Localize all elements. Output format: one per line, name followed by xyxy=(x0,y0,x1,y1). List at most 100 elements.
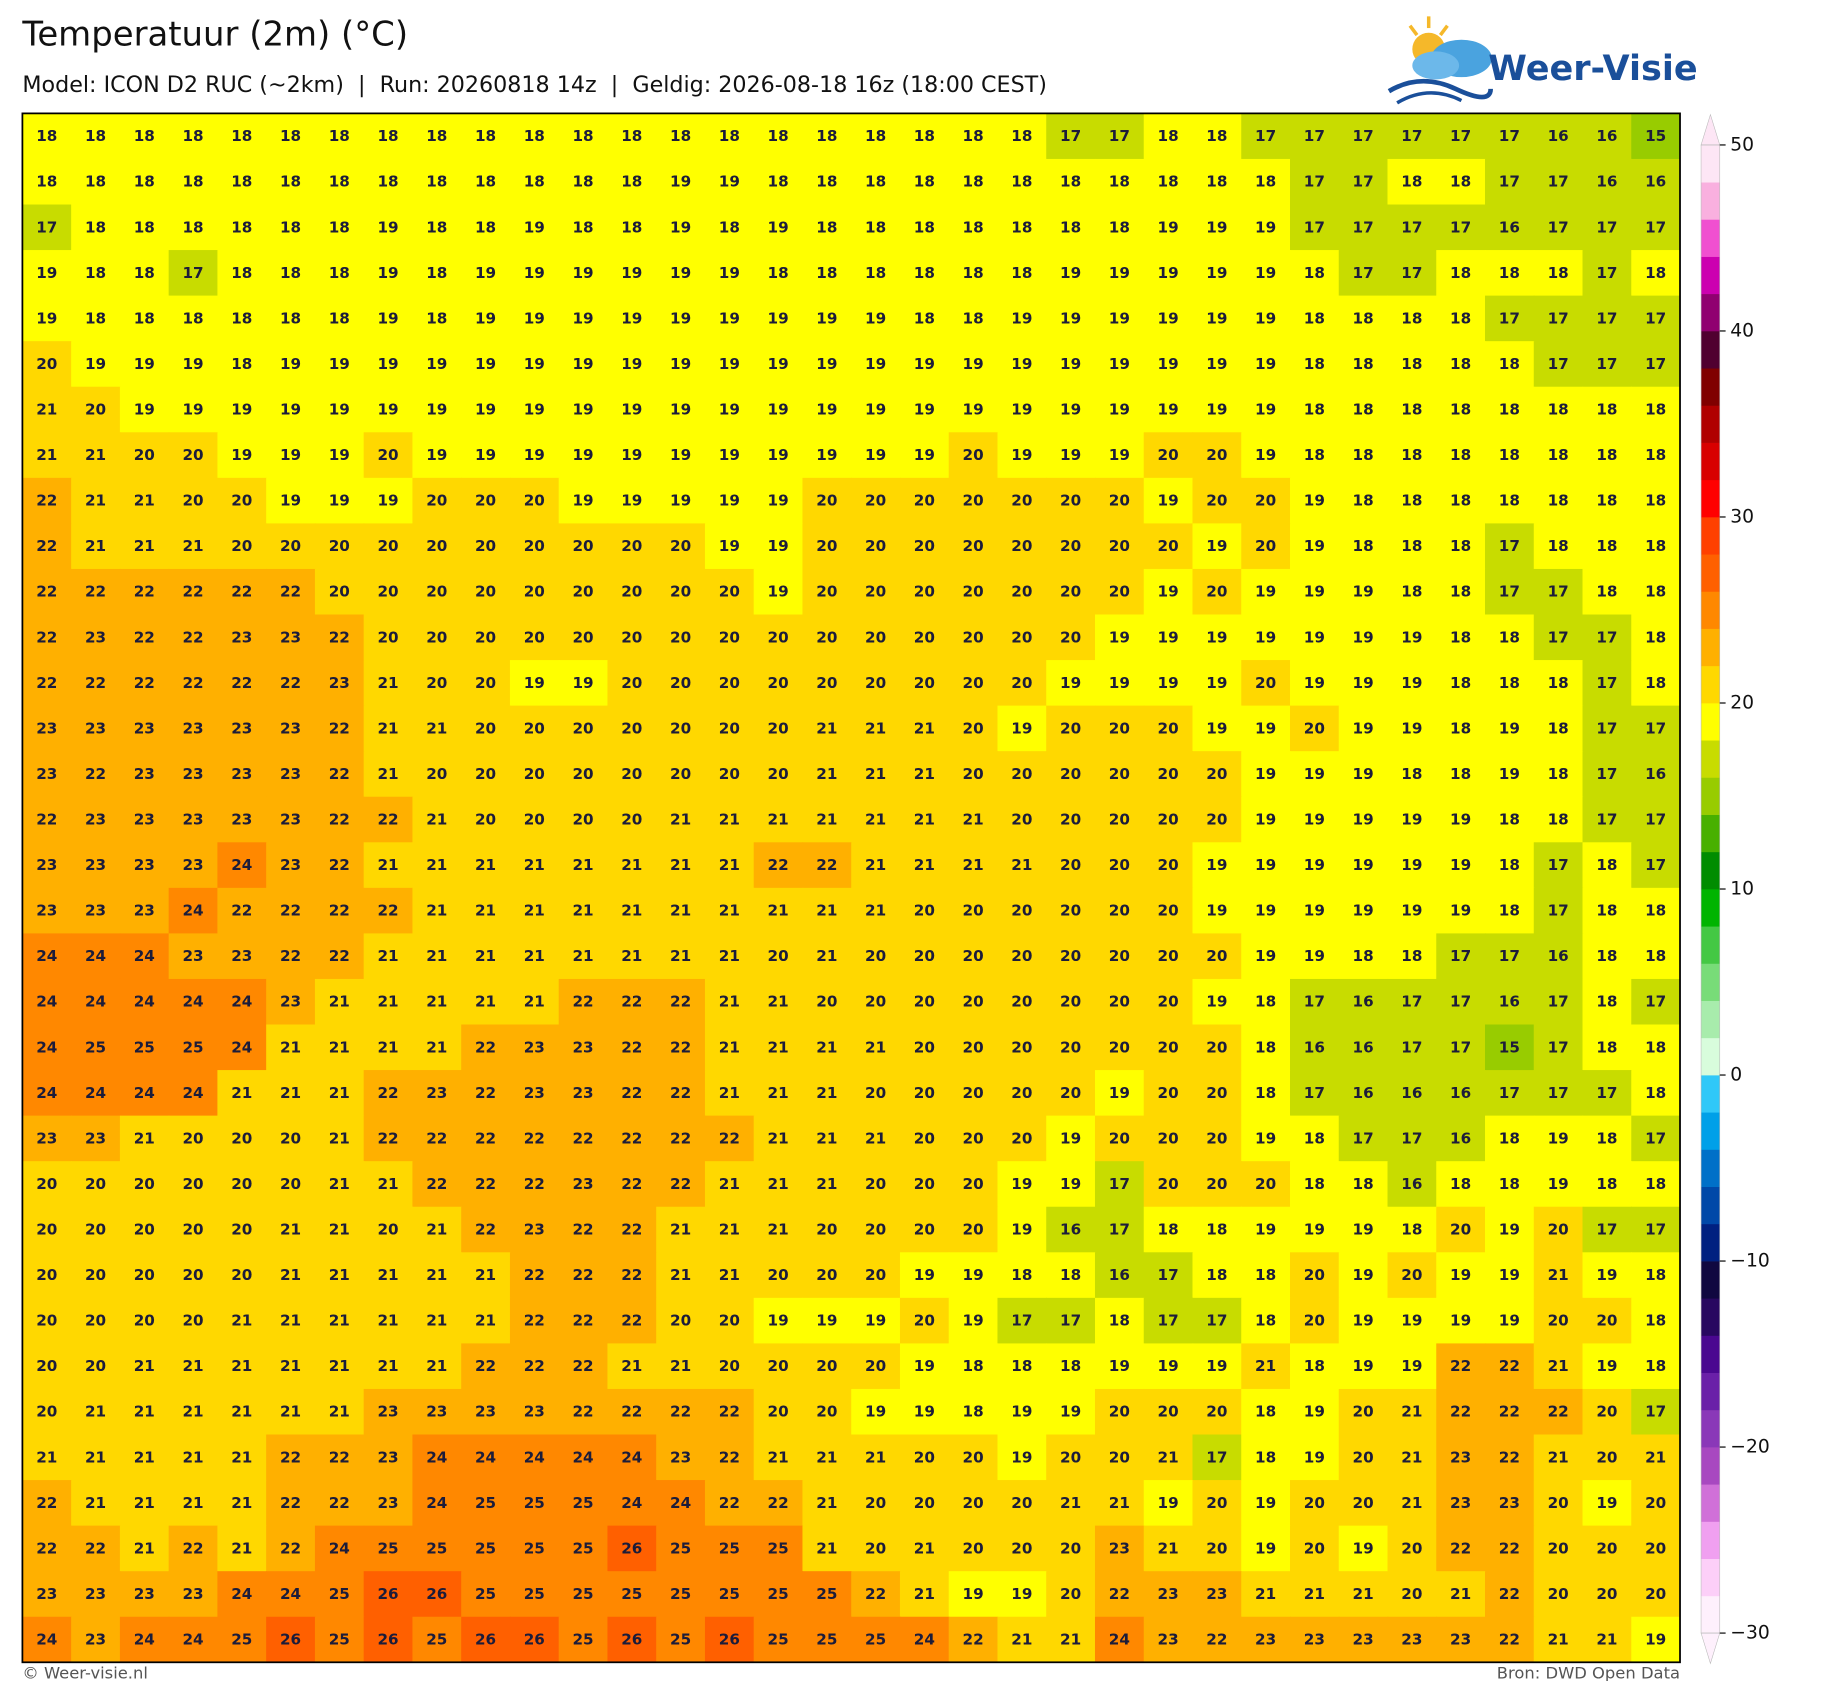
temperature-cell xyxy=(899,204,950,251)
temperature-cell xyxy=(1192,250,1242,297)
temperature-label: 18 xyxy=(1060,1266,1081,1284)
temperature-label: 20 xyxy=(182,1221,203,1239)
temperature-label: 19 xyxy=(1206,674,1227,692)
temperature-cell xyxy=(71,887,121,935)
temperature-cell xyxy=(1436,386,1486,433)
temperature-label: 19 xyxy=(621,355,642,373)
temperature-cell xyxy=(119,796,170,843)
temperature-label: 19 xyxy=(1304,811,1325,829)
colorbar-segment xyxy=(1701,256,1720,295)
temperature-cell xyxy=(363,1115,414,1162)
temperature-label: 25 xyxy=(475,1539,496,1557)
temperature-cell xyxy=(1094,1115,1145,1162)
colorbar-segment xyxy=(1701,963,1720,1001)
temperature-label: 18 xyxy=(1304,264,1325,282)
temperature-cell xyxy=(1387,386,1437,433)
temperature-label: 20 xyxy=(1011,674,1032,692)
temperature-cell xyxy=(1046,660,1096,707)
temperature-cell xyxy=(802,523,852,570)
temperature-label: 18 xyxy=(1401,1221,1422,1239)
temperature-label: 23 xyxy=(85,1129,106,1147)
temperature-cell xyxy=(753,1206,804,1253)
temperature-label: 18 xyxy=(280,309,301,327)
temperature-label: 21 xyxy=(182,1448,203,1466)
temperature-label: 19 xyxy=(524,264,545,282)
colorbar-segment xyxy=(1701,1261,1720,1299)
temperature-label: 19 xyxy=(1304,1448,1325,1466)
temperature-label: 18 xyxy=(1596,856,1617,874)
temperature-label: 19 xyxy=(768,309,789,327)
temperature-label: 18 xyxy=(1401,309,1422,327)
temperature-cell xyxy=(558,341,609,388)
temperature-cell xyxy=(704,1388,755,1436)
temperature-label: 20 xyxy=(865,583,886,601)
temperature-cell xyxy=(1582,933,1632,980)
temperature-cell xyxy=(1338,614,1389,661)
temperature-cell xyxy=(1289,568,1340,616)
temperature-label: 16 xyxy=(1499,218,1520,236)
temperature-label: 20 xyxy=(1158,1084,1179,1102)
temperature-label: 19 xyxy=(1011,1403,1032,1421)
temperature-label: 21 xyxy=(621,902,642,920)
temperature-label: 20 xyxy=(816,1357,837,1375)
temperature-label: 24 xyxy=(85,1084,106,1102)
temperature-cell xyxy=(363,933,414,980)
temperature-label: 20 xyxy=(1060,628,1081,646)
temperature-cell xyxy=(1046,1115,1096,1162)
temperature-label: 23 xyxy=(1450,1448,1471,1466)
temperature-cell xyxy=(168,1388,219,1436)
temperature-cell xyxy=(119,1434,170,1481)
temperature-cell xyxy=(1241,477,1291,525)
temperature-cell xyxy=(753,1343,804,1390)
temperature-cell xyxy=(1485,386,1535,433)
temperature-cell xyxy=(851,1343,901,1390)
temperature-cell xyxy=(1485,1070,1535,1117)
temperature-label: 19 xyxy=(1596,1266,1617,1284)
temperature-cell xyxy=(851,887,901,935)
temperature-label: 18 xyxy=(1450,355,1471,373)
temperature-label: 20 xyxy=(85,1266,106,1284)
temperature-cell xyxy=(1436,978,1486,1026)
temperature-cell xyxy=(1289,887,1340,935)
temperature-cell xyxy=(1338,1252,1389,1299)
temperature-label: 20 xyxy=(475,674,496,692)
temperature-cell xyxy=(1582,113,1632,160)
temperature-cell xyxy=(22,250,72,297)
temperature-label: 16 xyxy=(1109,1266,1130,1284)
temperature-label: 20 xyxy=(36,1312,57,1330)
temperature-label: 26 xyxy=(719,1631,740,1649)
temperature-label: 22 xyxy=(377,1084,398,1102)
temperature-label: 18 xyxy=(1548,446,1569,464)
temperature-cell xyxy=(851,705,901,752)
temperature-label: 22 xyxy=(1499,1585,1520,1603)
temperature-label: 17 xyxy=(1206,1312,1227,1330)
temperature-label: 19 xyxy=(524,309,545,327)
temperature-label: 18 xyxy=(1304,446,1325,464)
temperature-cell xyxy=(119,158,170,206)
temperature-cell xyxy=(899,978,950,1026)
temperature-label: 18 xyxy=(1206,1266,1227,1284)
temperature-cell xyxy=(948,568,999,616)
temperature-label: 17 xyxy=(1645,1221,1666,1239)
temperature-label: 21 xyxy=(1401,1448,1422,1466)
temperature-cell xyxy=(753,523,804,570)
temperature-label: 19 xyxy=(768,446,789,464)
temperature-cell xyxy=(997,250,1047,297)
temperature-cell xyxy=(1192,887,1242,935)
temperature-label: 23 xyxy=(36,1585,57,1603)
temperature-label: 18 xyxy=(1645,1038,1666,1056)
temperature-label: 19 xyxy=(1109,264,1130,282)
temperature-label: 18 xyxy=(1645,1266,1666,1284)
temperature-label: 21 xyxy=(865,1129,886,1147)
temperature-label: 26 xyxy=(621,1631,642,1649)
temperature-label: 20 xyxy=(670,537,691,555)
temperature-cell xyxy=(1387,933,1437,980)
temperature-label: 17 xyxy=(1109,1175,1130,1193)
temperature-cell xyxy=(461,705,511,752)
temperature-label: 21 xyxy=(426,947,447,965)
temperature-cell xyxy=(1338,751,1389,798)
temperature-label: 20 xyxy=(1206,1084,1227,1102)
temperature-cell xyxy=(1046,1343,1096,1390)
temperature-label: 22 xyxy=(621,1129,642,1147)
temperature-cell xyxy=(1631,1252,1681,1299)
